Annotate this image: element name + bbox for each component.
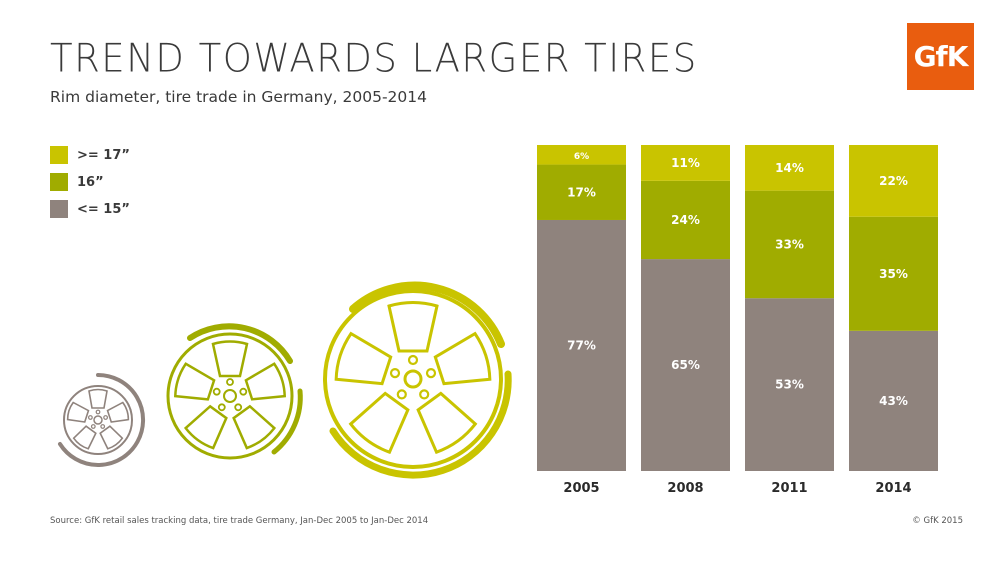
bar-2008-series-2 [641, 145, 730, 181]
legend-swatch-large [50, 146, 68, 164]
legend-label-small: <= 15” [77, 201, 130, 217]
copyright-note: © GfK 2015 [912, 516, 963, 526]
bar-2014-series-2 [849, 145, 938, 217]
data-label-2005-series-2: 6% [574, 152, 589, 162]
page-title: TREND TOWARDS LARGER TIRES [50, 36, 698, 82]
data-label-2011-series-2: 14% [775, 161, 804, 175]
page-subtitle: Rim diameter, tire trade in Germany, 200… [50, 88, 427, 106]
x-tick-label-2008: 2008 [667, 481, 703, 496]
legend-label-medium: 16” [77, 174, 104, 190]
source-note: Source: GfK retail sales tracking data, … [50, 516, 429, 526]
x-tick-label-2011: 2011 [771, 481, 807, 496]
legend-swatch-small [50, 200, 68, 218]
data-label-2008-series-2: 11% [671, 156, 700, 170]
bar-2008-series-0 [641, 259, 730, 471]
x-tick-label-2014: 2014 [875, 481, 911, 496]
data-label-2014-series-1: 35% [879, 267, 908, 281]
legend-label-large: >= 17” [77, 147, 130, 163]
bar-2011-series-1 [745, 190, 834, 299]
bar-2005-series-2 [537, 145, 626, 165]
legend-item-medium: 16” [50, 173, 130, 191]
data-label-2014-series-0: 43% [879, 394, 908, 408]
bar-2011-series-0 [745, 298, 834, 471]
legend-item-large: >= 17” [50, 146, 130, 164]
data-label-2008-series-1: 24% [671, 213, 700, 227]
small-wheel-icon [58, 373, 146, 467]
x-tick-label-2005: 2005 [563, 481, 599, 496]
data-label-2008-series-0: 65% [671, 358, 700, 372]
bar-2014-series-1 [849, 216, 938, 331]
bar-2005-series-0 [537, 219, 626, 471]
gfk-logo: GfK [907, 23, 974, 90]
bar-2008-series-1 [641, 180, 730, 260]
bar-2011-series-2 [745, 145, 834, 191]
large-wheel-icon [323, 281, 512, 479]
legend-item-small: <= 15” [50, 200, 130, 218]
data-label-2011-series-0: 53% [775, 378, 804, 392]
data-label-2005-series-1: 17% [567, 185, 596, 199]
bar-2014-series-0 [849, 330, 938, 471]
data-label-2011-series-1: 33% [775, 237, 804, 251]
legend: >= 17” 16” <= 15” [50, 146, 130, 227]
data-label-2014-series-2: 22% [879, 174, 908, 188]
data-label-2005-series-0: 77% [567, 338, 596, 352]
legend-swatch-medium [50, 173, 68, 191]
bar-2005-series-1 [537, 164, 626, 220]
medium-wheel-icon [166, 323, 303, 460]
